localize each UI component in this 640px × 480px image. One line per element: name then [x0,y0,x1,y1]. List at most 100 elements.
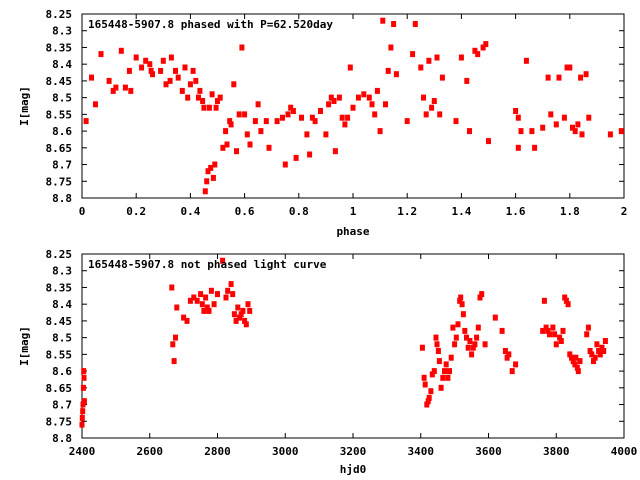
phased-data-point [193,77,199,84]
phased-data-point [328,94,334,101]
phased-data-point [393,71,399,78]
unphased-data-point [170,341,176,348]
unphased-y-tick-label: 8.4 [52,298,72,311]
unphased-data-point [80,401,86,408]
phased-data-point [515,144,521,151]
unphased-data-point [540,327,546,334]
phased-y-tick-label: 8.45 [46,75,73,88]
phased-data-point [179,87,185,94]
unphased-data-point [577,358,583,365]
phased-data-point [548,111,554,118]
phased-data-point [244,131,250,138]
phased-data-point [579,131,585,138]
phased-data-point [350,104,356,111]
unphased-data-point [569,354,574,361]
unphased-plot-ticks: 2400 2600 2800 3000 3200 3400 3600 3800 4000 8.25… [46,248,638,458]
unphased-data-point [240,307,246,314]
unphased-data-point [431,368,437,375]
phased-x-tick-label: 0 [79,205,86,218]
phased-data-point [239,44,245,51]
phased-x-tick-label: 0.6 [235,205,255,218]
unphased-data-point [233,317,239,324]
phased-data-point [467,128,472,135]
unphased-data-point [231,311,237,318]
phased-data-point [160,57,166,64]
phased-data-point [366,94,372,101]
phased-data-point [318,108,323,114]
phased-data-point [185,94,191,101]
phased-data-point [147,61,153,68]
unphased-data-point [442,368,447,375]
unphased-y-tick-label: 8.6 [52,365,72,378]
phased-data-point [106,77,112,84]
phased-y-tick-label: 8.75 [46,175,73,188]
phased-y-tick-label: 8.65 [46,142,73,155]
unphased-data-point [434,341,440,348]
unphased-data-point [438,384,444,391]
unphased-data-point [550,324,556,331]
unphased-data-point [203,294,209,301]
phased-data-point [339,114,345,121]
phased-data-point [227,118,233,125]
unphased-data-point [543,324,549,331]
unphased-data-point [238,311,244,318]
unphased-data-point [477,294,483,301]
unphased-data-point [247,307,253,314]
phased-data-point [523,57,529,64]
phased-data-point [567,64,573,71]
phased-data-point [252,118,258,125]
phased-data-point [200,98,206,104]
phased-data-point [575,121,581,128]
unphased-x-tick-label: 3200 [340,445,367,458]
unphased-x-tick-label: 2400 [69,445,96,458]
unphased-data-point [597,351,603,358]
phased-data-point [280,114,285,121]
phased-data-point [572,128,578,135]
phased-data-point [388,44,394,51]
unphased-data-point [245,301,251,308]
unphased-data-point [206,307,212,314]
phased-data-point [231,81,237,88]
phased-data-point [323,131,329,138]
unphased-data-point [585,324,591,331]
unphased-data-point [506,351,512,358]
phased-data-point [167,77,173,84]
phased-x-tick-label: 0.2 [126,205,146,218]
phased-data-point [168,54,174,61]
unphased-data-point [433,334,439,341]
phased-data-point [307,151,313,158]
phased-data-point [187,81,193,88]
unphased-data-point [592,354,598,361]
phased-data-point [220,144,226,151]
phased-data-point [173,67,178,74]
unphased-data-point [499,327,505,334]
phased-data-point [518,128,524,135]
phased-y-tick-label: 8.8 [52,192,72,205]
unphased-data-point [455,321,461,328]
unphased-data-point [479,291,485,298]
unphased-data-point [573,354,579,361]
phased-data-point [196,94,201,101]
unphased-data-point [208,287,214,294]
phased-data-point [347,64,353,71]
phased-data-point [540,124,546,131]
phased-data-point [158,67,164,74]
phased-data-point [429,104,435,111]
phased-data-point [210,174,216,181]
unphased-data-point [215,291,220,298]
phased-data-point [434,54,440,61]
phased-data-point [570,124,575,131]
unphased-data-point [599,344,605,351]
phased-data-point [285,111,291,118]
phased-data-point [583,71,589,78]
unphased-data-point [558,338,564,344]
phased-y-tick-label: 8.35 [46,41,73,54]
unphased-plot-title: 165448-5907.8 not phased light curve [88,258,327,271]
phased-x-tick-label: 1.8 [560,205,580,218]
unphased-data-point [81,398,87,405]
phased-data-point [391,21,397,27]
phased-x-tick-label: 1.4 [451,205,471,218]
unphased-data-point [575,368,581,375]
unphased-y-tick-label: 8.8 [52,432,72,445]
unphased-data-point [572,361,578,368]
